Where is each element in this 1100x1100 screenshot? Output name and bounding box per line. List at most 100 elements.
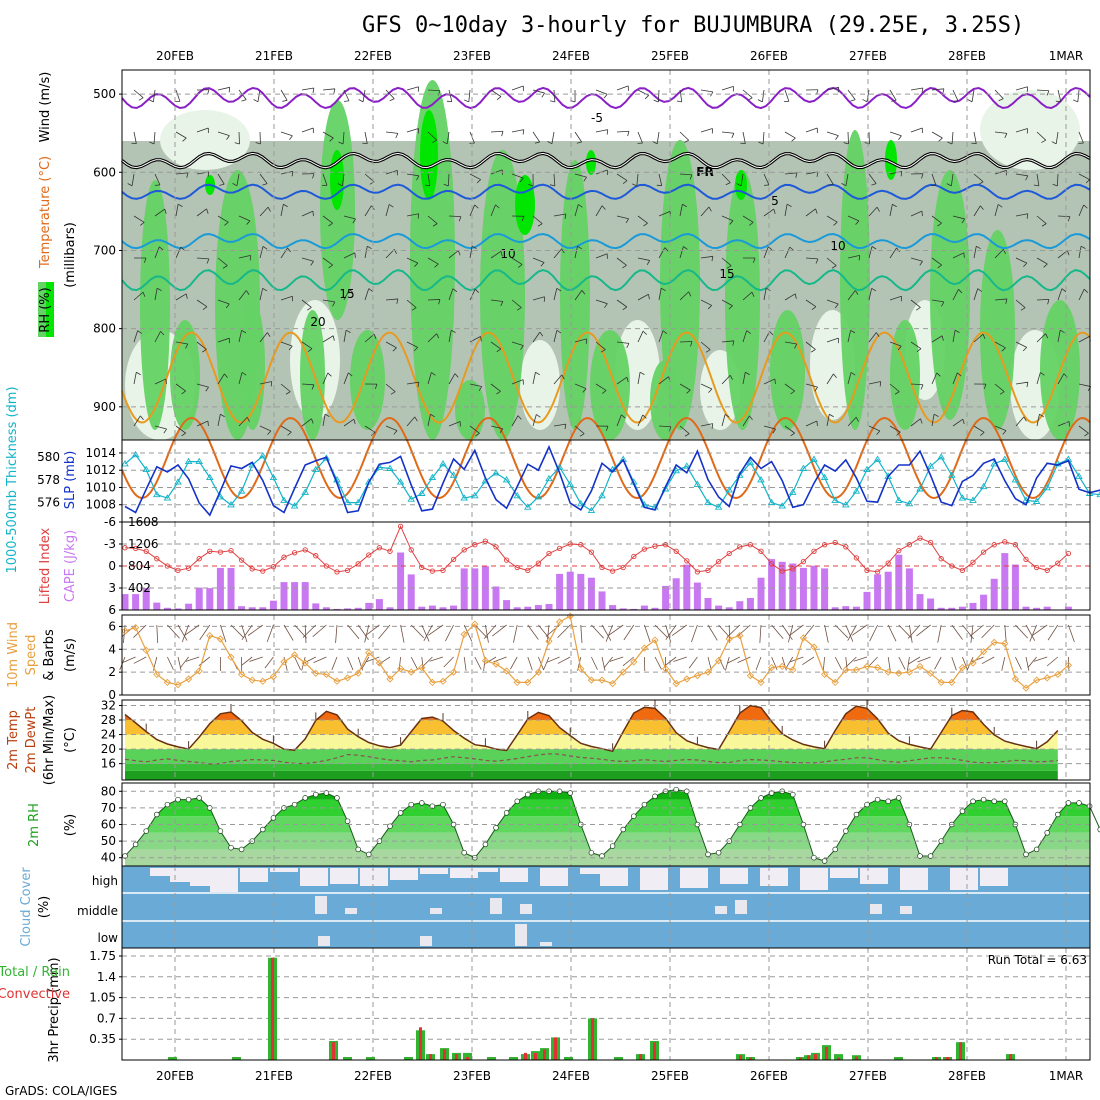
wind-barb xyxy=(483,624,497,639)
wind-barb xyxy=(876,430,881,435)
wind-barb xyxy=(834,303,839,309)
wind-barb xyxy=(499,428,504,434)
wind-barb xyxy=(679,89,683,102)
cape-bar xyxy=(1011,564,1019,610)
wind-barb xyxy=(511,257,523,265)
cape-bar xyxy=(736,601,744,610)
wind-barb xyxy=(267,430,272,435)
wind-barb xyxy=(206,208,209,214)
wind-speed-point xyxy=(386,675,394,683)
wind-speed-point xyxy=(545,637,553,645)
wind-barb xyxy=(921,87,924,93)
wind-barb xyxy=(845,624,854,642)
rh-region xyxy=(930,170,970,420)
wind-barb xyxy=(957,372,962,377)
wind-barb xyxy=(564,213,567,219)
wind-barb xyxy=(794,343,798,349)
wind-barb xyxy=(288,345,293,351)
lifted-index-point xyxy=(419,564,425,571)
precip-convective-bar xyxy=(332,1042,335,1060)
wind-speed-point xyxy=(301,659,309,667)
wind-barb xyxy=(679,173,692,176)
temp-contour-10 xyxy=(121,232,1091,250)
wind-barb xyxy=(758,141,764,145)
wind-speed-point xyxy=(333,677,341,685)
wind-barb xyxy=(332,301,336,307)
wind-barb xyxy=(973,205,981,217)
wind-barb xyxy=(416,175,420,181)
wind-barb xyxy=(1055,131,1059,144)
wind-barb xyxy=(637,131,643,144)
wind-barb xyxy=(149,141,155,145)
wind-barb xyxy=(729,375,733,380)
wind-barb xyxy=(889,247,897,259)
wind-barb xyxy=(153,131,156,144)
panel-frame xyxy=(121,699,1091,781)
wind-barb xyxy=(219,183,225,186)
wind-barb xyxy=(604,303,608,308)
wind-barb xyxy=(313,656,327,663)
wind-barb xyxy=(795,172,798,178)
wind-speed-point xyxy=(842,666,850,674)
wind-speed-point xyxy=(396,665,405,673)
wind-barb xyxy=(721,85,734,91)
wind-barb xyxy=(280,383,291,392)
wind-barb xyxy=(182,137,187,142)
wind-barb xyxy=(238,255,251,259)
wind-barb xyxy=(952,418,964,427)
wind-barb xyxy=(994,204,999,217)
thickness-point xyxy=(237,487,246,494)
wind-barb xyxy=(707,624,718,641)
wind-barb xyxy=(1067,216,1071,222)
wind-barb xyxy=(774,378,776,384)
thickness-point xyxy=(195,457,203,465)
wind-barb xyxy=(241,372,247,376)
tick-label: 0.7 xyxy=(97,1011,116,1025)
wind-barb xyxy=(521,216,525,222)
thickness-point xyxy=(407,495,415,502)
wind-axis-label: Wind (m/s) xyxy=(38,72,53,143)
wind-barb xyxy=(1057,330,1061,343)
thickness-point xyxy=(153,490,161,498)
wind-barb xyxy=(700,206,710,217)
rh-region xyxy=(300,310,325,440)
wind-barb xyxy=(232,183,238,187)
dewpoint-line xyxy=(124,753,1058,765)
precip-convective-bar xyxy=(799,1057,802,1060)
wind-barb xyxy=(436,333,440,339)
wind-barb xyxy=(603,94,608,99)
wind-barb xyxy=(400,624,405,643)
rh-point xyxy=(843,828,849,834)
wind-barb xyxy=(784,89,790,102)
wind-barb xyxy=(131,142,137,145)
lifted-index-point xyxy=(132,545,139,552)
wind-barb xyxy=(353,419,356,425)
wind-barb xyxy=(181,432,186,437)
wind-speed-point xyxy=(905,668,914,676)
rh-point xyxy=(387,823,393,829)
wind-barb xyxy=(253,99,259,103)
thickness-point xyxy=(789,488,797,495)
cape-bar xyxy=(312,603,320,610)
cape-bar xyxy=(927,598,935,610)
wind-speed-point xyxy=(736,631,744,640)
wind-barb xyxy=(133,415,141,427)
wind-barb xyxy=(160,331,165,336)
thickness-point xyxy=(736,471,744,478)
wind-barb xyxy=(289,135,293,140)
cape-bar xyxy=(789,563,797,610)
wind-barb xyxy=(406,299,417,309)
footer-credit: GrADS: COLA/IGES xyxy=(5,1084,117,1098)
wind-barb xyxy=(609,656,624,662)
tick-label: 1014 xyxy=(85,446,116,460)
wind-barb xyxy=(947,141,953,145)
lifted-index-point xyxy=(503,557,510,563)
lifted-index-point xyxy=(313,553,319,559)
precip-convective-bar xyxy=(807,1055,810,1060)
precip-convective-bar xyxy=(271,957,274,1060)
lifted-index-point xyxy=(1044,567,1050,574)
cloud-gap-high xyxy=(950,868,978,890)
wind-barb xyxy=(994,298,1007,301)
wind-barb xyxy=(868,381,881,385)
wind-barb xyxy=(1036,173,1040,186)
